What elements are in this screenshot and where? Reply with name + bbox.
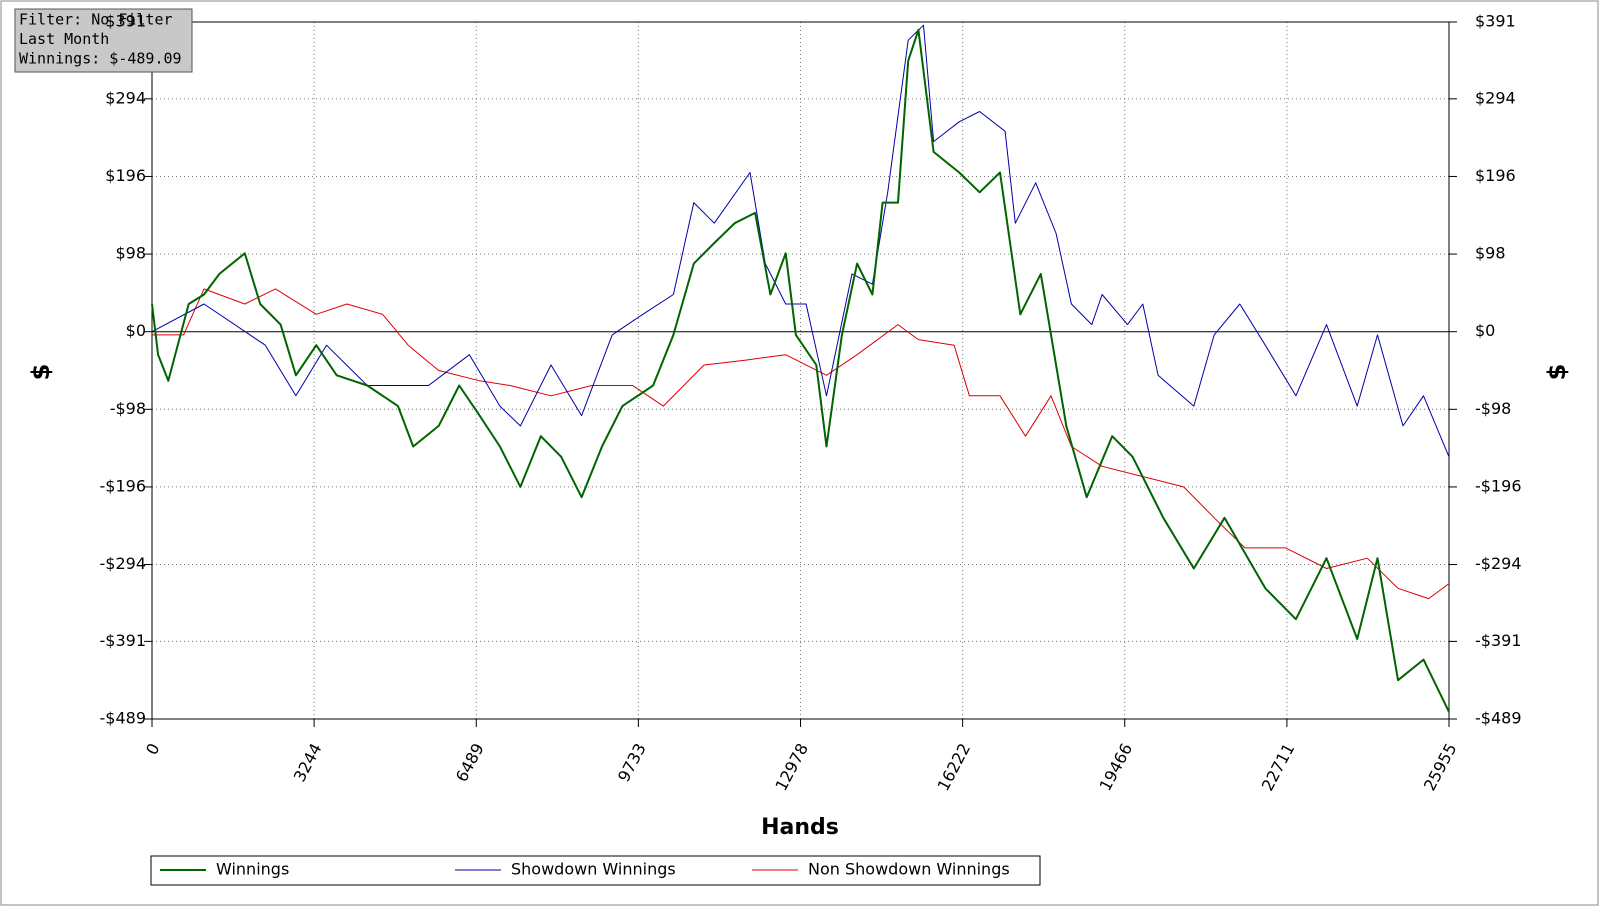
info-text: Winnings: $-489.09 [19, 50, 182, 68]
y2-axis-label: $ [1543, 364, 1571, 381]
y2-tick-label: $196 [1475, 166, 1516, 185]
legend-label: Showdown Winnings [511, 860, 676, 879]
y2-tick-label: -$294 [1475, 554, 1522, 573]
y2-tick-label: -$98 [1475, 399, 1511, 418]
y2-tick-label: $0 [1475, 321, 1495, 340]
legend-label: Non Showdown Winnings [808, 860, 1010, 879]
x-axis-label: Hands [761, 815, 839, 840]
series-line [151, 28, 1450, 713]
y2-tick-label: -$489 [1475, 709, 1522, 728]
y2-tick-label: -$196 [1475, 476, 1522, 495]
y-axis-label: $ [27, 364, 55, 381]
y-tick-label: $0 [126, 321, 146, 340]
y-tick-label: -$196 [100, 476, 147, 495]
plot-border [151, 21, 1450, 720]
y-tick-label: $196 [105, 166, 146, 185]
y-tick-label: -$98 [110, 399, 146, 418]
info-box [14, 8, 193, 73]
series-line [151, 24, 1450, 457]
plot-area [144, 21, 1457, 727]
y-tick-label: $294 [105, 88, 146, 107]
series-line [152, 288, 1450, 600]
y2-tick-label: -$391 [1475, 631, 1522, 650]
y-tick-label: -$489 [100, 709, 147, 728]
y2-tick-label: $294 [1475, 88, 1516, 107]
y2-tick-label: $391 [1475, 12, 1516, 31]
y2-tick-label: $98 [1475, 244, 1506, 263]
legend [150, 855, 1041, 886]
legend-label: Winnings [216, 860, 289, 879]
y-tick-label: -$294 [100, 554, 147, 573]
y-tick-label: $391 [105, 12, 146, 31]
y-tick-label: $98 [115, 244, 146, 263]
y-tick-label: -$391 [100, 631, 147, 650]
info-text: Filter: No Filter [19, 11, 173, 29]
info-text: Last Month [19, 30, 109, 48]
